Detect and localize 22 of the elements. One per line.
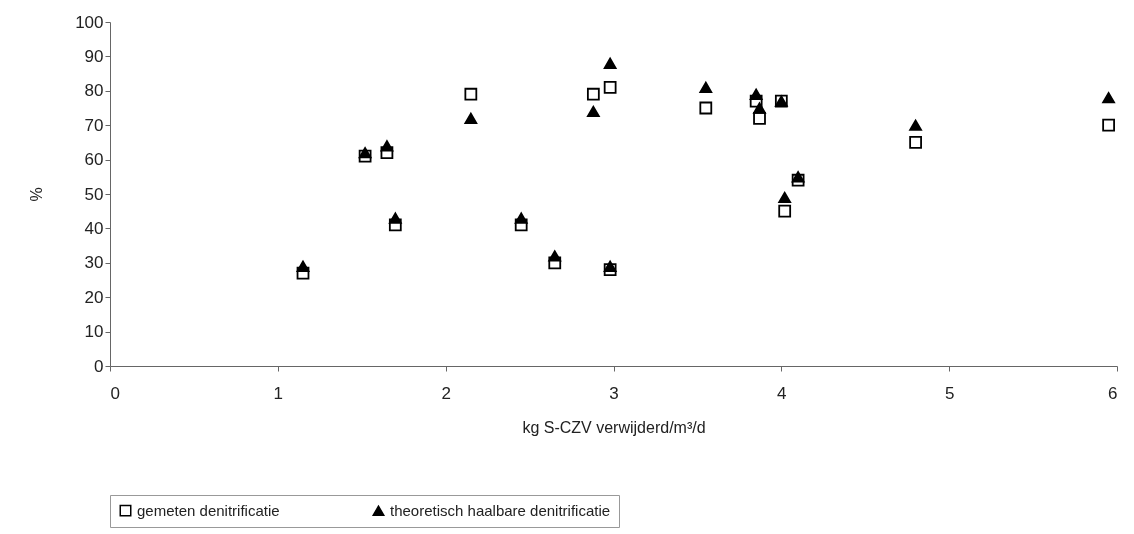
y-tick-label: 80 — [84, 81, 104, 101]
legend-label: theoretisch haalbare denitrificatie — [390, 501, 611, 519]
x-axis-title: kg S-CZV verwijderd/m³/d — [522, 418, 706, 436]
x-tick-label: 1 — [273, 383, 284, 403]
x-tick-label: 0 — [110, 383, 120, 403]
y-tick-label: 20 — [84, 287, 104, 307]
y-tick-label: 100 — [75, 12, 104, 32]
y-axis-title: % — [28, 187, 46, 202]
y-tick-label: 0 — [94, 356, 104, 376]
x-tick-label: 6 — [1108, 383, 1118, 403]
y-tick-label: 10 — [84, 322, 104, 342]
x-tick-label: 4 — [777, 383, 787, 403]
y-tick-label: 30 — [84, 253, 104, 273]
y-tick-label: 60 — [84, 150, 104, 170]
y-tick-label: 70 — [84, 115, 104, 135]
y-tick-label: 90 — [84, 46, 104, 66]
legend-label: gemeten denitrificatie — [137, 501, 280, 519]
y-tick-label: 50 — [84, 184, 104, 204]
y-tick-label: 40 — [84, 218, 104, 238]
x-tick-label: 2 — [441, 383, 451, 403]
x-tick-label: 5 — [944, 383, 955, 403]
x-tick-label: 3 — [609, 383, 619, 403]
